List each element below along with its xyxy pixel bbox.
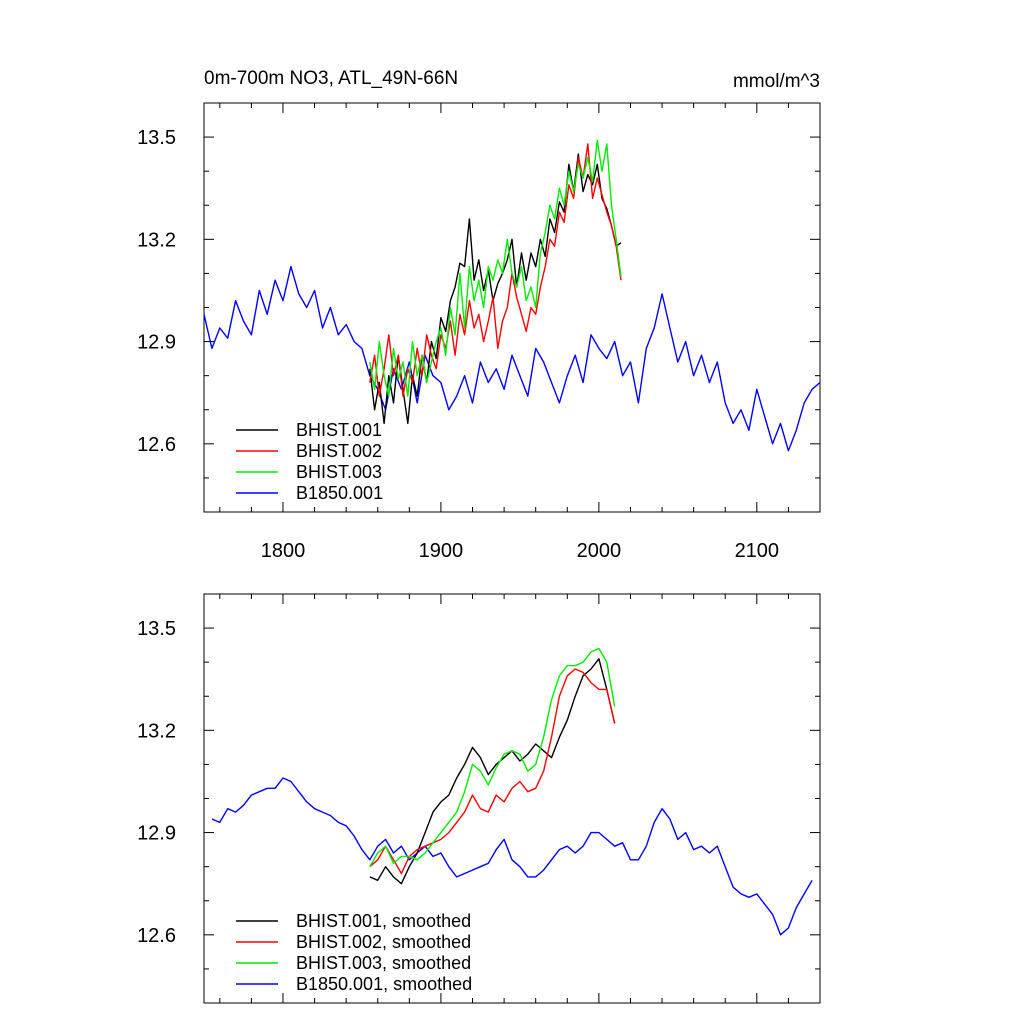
y-tick-label: 12.6	[137, 925, 176, 947]
legend-label-b1850-001-smoothed: B1850.001, smoothed	[296, 974, 472, 994]
series-line-bhist-003	[369, 139, 622, 397]
legend-label-b1850-001: B1850.001	[296, 483, 383, 503]
legend-label-bhist-003-smoothed: BHIST.003, smoothed	[296, 953, 471, 973]
units-label: mmol/m^3	[733, 71, 820, 92]
y-tick-label: 13.5	[137, 127, 176, 149]
y-tick-label: 12.6	[137, 434, 176, 456]
series-line-bhist-003-smoothed	[369, 647, 616, 868]
y-tick-label: 12.9	[137, 332, 176, 354]
legend-label-bhist-001-smoothed: BHIST.001, smoothed	[296, 911, 471, 931]
y-tick-label: 13.2	[137, 229, 176, 251]
legend-label-bhist-001: BHIST.001	[296, 420, 382, 440]
x-tick-label: 1800	[261, 540, 306, 562]
chart-title: 0m-700m NO3, ATL_49N-66N	[204, 68, 458, 89]
x-tick-label: 2100	[735, 540, 780, 562]
x-tick-label: 2000	[577, 540, 622, 562]
y-tick-label: 12.9	[137, 823, 176, 845]
legend-label-bhist-002: BHIST.002	[296, 441, 382, 461]
series-line-bhist-001-smoothed	[369, 658, 616, 885]
series-line-b1850-001-smoothed	[211, 777, 813, 936]
x-tick-label: 1900	[419, 540, 464, 562]
top-panel: 0m-700m NO3, ATL_49N-66N mmol/m^3 12.6 12…	[137, 68, 821, 562]
y-tick-label: 13.2	[137, 720, 176, 742]
y-tick-label: 13.5	[137, 618, 176, 640]
legend-label-bhist-003: BHIST.003	[296, 462, 382, 482]
series-line-bhist-002-smoothed	[369, 668, 616, 875]
series-line-b1850-001	[204, 265, 820, 452]
legend-label-bhist-002-smoothed: BHIST.002, smoothed	[296, 932, 471, 952]
series-line-bhist-002	[369, 143, 622, 397]
